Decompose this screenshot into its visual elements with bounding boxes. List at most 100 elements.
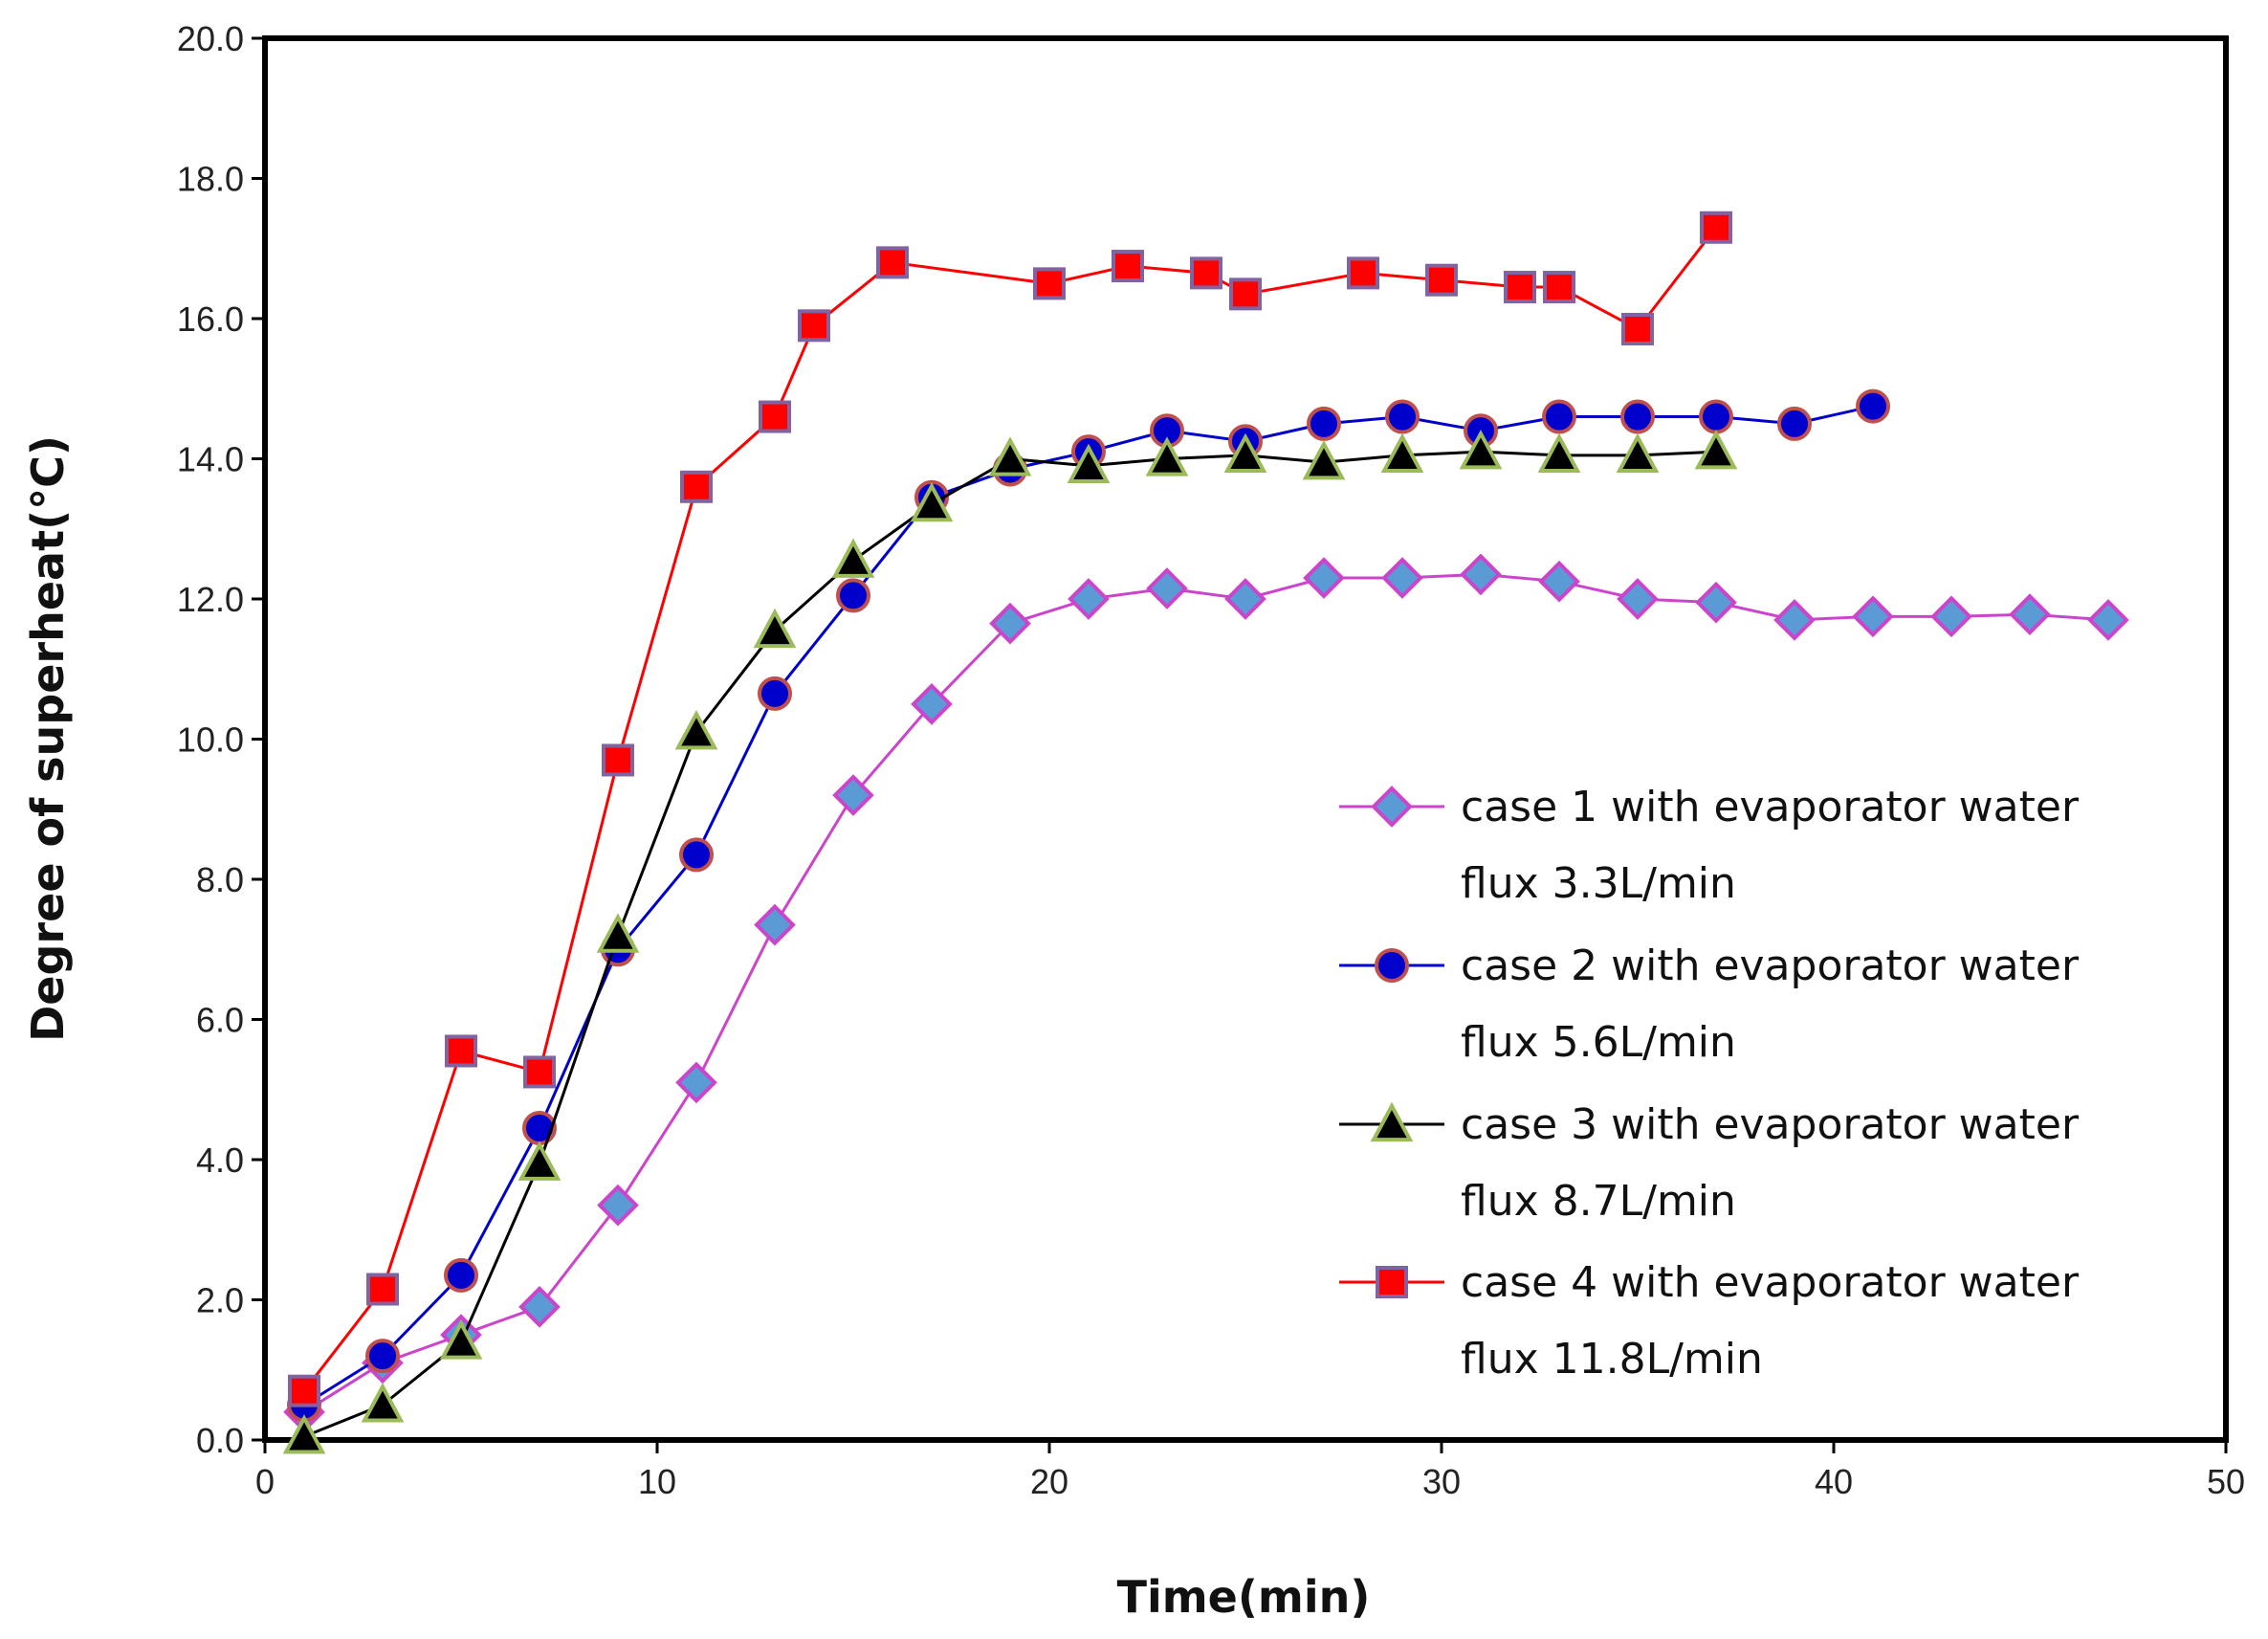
data-point-case-1 <box>911 683 953 725</box>
legend-label: flux 5.6L/min <box>1461 1018 1736 1067</box>
legend-marker-swatch <box>1376 1266 1408 1298</box>
data-point-case-1 <box>1852 595 1894 638</box>
data-point-case-2 <box>1777 406 1812 441</box>
y-tick-label: 14.0 <box>177 440 244 479</box>
plot-frame <box>262 35 2229 1443</box>
x-tick-label: 50 <box>2207 1462 2245 1501</box>
series-case-4 <box>288 210 1732 1407</box>
data-point-case-4 <box>1543 271 1575 304</box>
data-point-case-3 <box>1694 429 1738 470</box>
data-point-case-3 <box>753 608 797 649</box>
data-point-case-3 <box>1223 432 1267 473</box>
data-point-case-1 <box>1695 581 1737 624</box>
data-point-case-2 <box>758 676 792 711</box>
series-case-3 <box>282 429 1738 1454</box>
data-point-case-3 <box>831 538 875 578</box>
data-point-case-3 <box>517 1141 561 1181</box>
x-axis-ticks: 0 10 20 30 40 50 <box>255 1440 2245 1501</box>
data-point-case-1 <box>1617 578 1659 620</box>
x-tick-label: 0 <box>255 1462 275 1501</box>
data-point-case-4 <box>1425 263 1458 297</box>
y-tick-label: 0.0 <box>196 1421 244 1460</box>
data-point-case-4 <box>759 400 791 433</box>
data-point-case-3 <box>1459 429 1503 470</box>
data-point-case-4 <box>1621 312 1654 345</box>
legend-label: flux 3.3L/min <box>1461 859 1736 908</box>
data-point-case-4 <box>1700 210 1732 244</box>
legend-item-case-3: case 3 with evaporator water flux 8.7L/mi… <box>1339 1100 2080 1226</box>
legend-marker-swatch <box>1370 1101 1414 1142</box>
x-tick-label: 40 <box>1815 1462 1853 1501</box>
data-point-case-3 <box>988 436 1032 476</box>
data-point-case-1 <box>1224 578 1266 620</box>
data-point-case-1 <box>1460 553 1502 596</box>
data-point-case-3 <box>1537 432 1581 473</box>
data-point-case-4 <box>1347 256 1379 290</box>
data-point-case-1 <box>675 1061 717 1104</box>
legend-label: flux 11.8L/min <box>1461 1335 1763 1384</box>
legend-item-case-1: case 1 with evaporator water flux 3.3L/mi… <box>1339 783 2080 908</box>
data-point-case-1 <box>989 602 1031 645</box>
data-point-case-2 <box>679 837 714 873</box>
data-point-case-1 <box>1930 595 1972 638</box>
y-tick-label: 8.0 <box>196 860 244 899</box>
data-point-case-4 <box>602 743 634 777</box>
y-tick-label: 18.0 <box>177 160 244 199</box>
data-point-case-1 <box>832 774 874 816</box>
data-point-case-4 <box>366 1273 399 1306</box>
data-point-case-1 <box>1303 557 1345 599</box>
data-point-case-4 <box>798 309 830 343</box>
legend-item-case-2: case 2 with evaporator water flux 5.6L/mi… <box>1339 941 2080 1067</box>
legend-label: case 3 with evaporator water <box>1461 1100 2080 1149</box>
x-tick-label: 20 <box>1030 1462 1068 1501</box>
y-tick-label: 16.0 <box>177 299 244 339</box>
data-point-case-2 <box>1542 399 1576 434</box>
data-point-case-4 <box>1504 271 1536 304</box>
legend-marker-swatch <box>1375 948 1409 983</box>
x-tick-label: 10 <box>638 1462 676 1501</box>
data-point-case-1 <box>1068 578 1110 620</box>
data-point-case-2 <box>1620 399 1655 434</box>
y-axis-ticks: 0.0 2.0 4.0 6.0 8.0 10.0 12.0 14.0 16.0 18.0 20.0 <box>177 19 265 1460</box>
y-tick-label: 4.0 <box>196 1141 244 1180</box>
data-point-case-1 <box>754 903 796 946</box>
data-point-case-4 <box>1033 267 1066 300</box>
data-point-case-3 <box>1145 436 1189 476</box>
data-point-case-3 <box>1616 432 1660 473</box>
data-point-case-3 <box>282 1414 326 1454</box>
data-point-case-4 <box>876 246 909 279</box>
data-point-case-1 <box>2009 593 2051 635</box>
data-point-case-4 <box>288 1374 320 1407</box>
data-point-case-1 <box>597 1184 639 1227</box>
data-point-case-3 <box>361 1383 405 1423</box>
data-point-case-2 <box>1856 388 1890 424</box>
y-tick-label: 6.0 <box>196 1001 244 1040</box>
data-point-case-3 <box>910 481 954 522</box>
y-axis-title: Degree of superheat(°C) <box>22 435 74 1042</box>
data-point-case-4 <box>445 1034 477 1068</box>
data-point-case-2 <box>365 1339 400 1374</box>
legend: case 1 with evaporator water flux 3.3L/mi… <box>1339 783 2080 1384</box>
legend-label: case 4 with evaporator water <box>1461 1258 2080 1307</box>
data-point-case-3 <box>1302 439 1346 480</box>
data-point-case-3 <box>1380 432 1424 473</box>
data-point-case-1 <box>1146 567 1188 609</box>
legend-label: case 1 with evaporator water <box>1461 783 2080 831</box>
y-tick-label: 20.0 <box>177 19 244 58</box>
data-point-case-3 <box>596 913 640 953</box>
data-point-case-2 <box>1699 399 1733 434</box>
y-tick-label: 10.0 <box>177 720 244 760</box>
data-point-case-2 <box>836 578 870 613</box>
data-point-case-4 <box>680 470 713 503</box>
x-tick-label: 30 <box>1422 1462 1461 1501</box>
data-point-case-3 <box>439 1319 483 1360</box>
data-point-case-1 <box>1773 599 1816 641</box>
data-point-case-1 <box>2087 599 2129 641</box>
legend-label: case 2 with evaporator water <box>1461 941 2080 990</box>
data-point-case-1 <box>1381 557 1423 599</box>
x-axis-title: Time(min) <box>1117 1571 1371 1623</box>
data-point-case-4 <box>1229 277 1262 311</box>
data-point-case-2 <box>1307 406 1341 441</box>
data-point-case-4 <box>1190 256 1222 290</box>
